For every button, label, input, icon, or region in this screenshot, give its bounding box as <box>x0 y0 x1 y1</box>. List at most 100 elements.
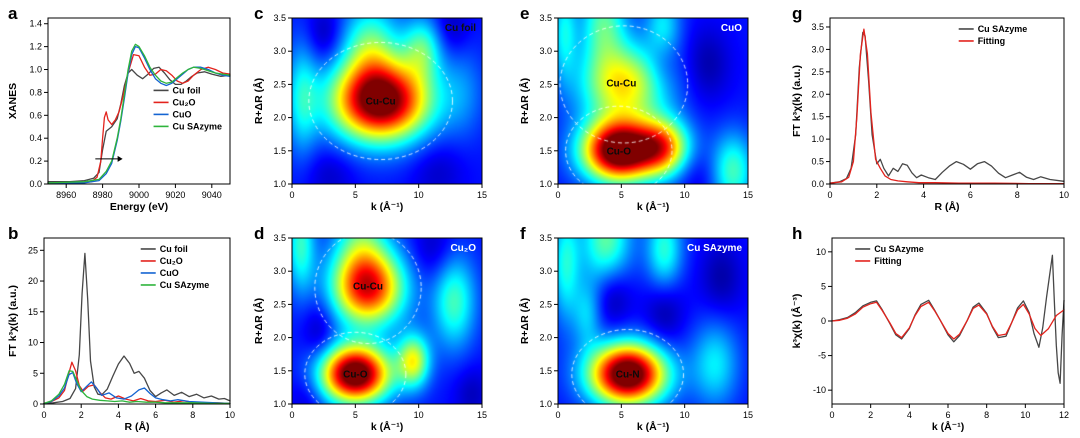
svg-text:0: 0 <box>555 190 560 200</box>
panel-c-letter: c <box>254 4 264 23</box>
svg-text:4: 4 <box>116 410 121 420</box>
svg-text:0: 0 <box>41 410 46 420</box>
svg-text:8980: 8980 <box>93 190 113 200</box>
shell-label: Cu-O <box>343 370 368 381</box>
svg-text:10: 10 <box>1059 190 1069 200</box>
series-line <box>43 252 231 405</box>
svg-text:15: 15 <box>743 410 753 420</box>
plot-svg: 0 2 4 6 8 10 0.0 0.5 1.0 1.5 2.0 2.5 3.0 3.5 R (Å) FT k… <box>791 17 1069 213</box>
svg-text:5: 5 <box>33 368 38 378</box>
y-axis: -10 -5 0 5 10 <box>813 247 832 395</box>
svg-text:9040: 9040 <box>202 190 222 200</box>
svg-text:0.8: 0.8 <box>29 87 42 97</box>
svg-text:0.0: 0.0 <box>29 179 42 189</box>
svg-text:0: 0 <box>289 410 294 420</box>
svg-text:Cu SAzyme: Cu SAzyme <box>978 24 1028 34</box>
svg-text:3.5: 3.5 <box>273 13 286 23</box>
panel-b: b 0 2 4 6 8 10 0 5 10 15 20 25 R (Å) FT k³χ(k) (a.u.)… <box>6 224 238 434</box>
svg-text:1.2: 1.2 <box>29 42 42 52</box>
svg-text:Fitting: Fitting <box>978 36 1006 46</box>
panel-g-plot: 0 2 4 6 8 10 0.0 0.5 1.0 1.5 2.0 2.5 3.0 3.5 R (Å) FT k… <box>790 4 1074 214</box>
panel-d-plot: 0 5 10 15 1.0 1.5 2.0 2.5 3.0 3.5 k (Å⁻¹) R+ΔR (Å) C… <box>252 224 492 434</box>
panel-g: g 0 2 4 6 8 10 0.0 0.5 1.0 1.5 2.0 2.5 3.0 3.5 R (Å) FT… <box>790 4 1074 214</box>
panel-corner-title: Cu₂O <box>450 243 476 254</box>
series-line <box>43 370 231 405</box>
svg-text:3.0: 3.0 <box>811 44 824 54</box>
svg-text:0: 0 <box>555 410 560 420</box>
svg-text:8: 8 <box>984 410 989 420</box>
svg-text:15: 15 <box>743 190 753 200</box>
y-axis: 0 5 10 15 20 25 <box>28 245 44 409</box>
panel-corner-title: Cu foil <box>445 23 476 34</box>
svg-text:Cu₂O: Cu₂O <box>160 256 183 266</box>
panel-e: e 0 5 10 15 1.0 1.5 2.0 2.5 3.0 3.5 k (Å⁻¹) R+ΔR (Å… <box>518 4 758 214</box>
svg-text:Cu₂O: Cu₂O <box>173 97 196 107</box>
svg-text:9000: 9000 <box>129 190 149 200</box>
plot-svg: 8960 8980 9000 9020 9040 0.0 0.2 0.4 0.6 0.8 1.0 1.… <box>7 17 231 213</box>
svg-text:1.0: 1.0 <box>273 179 286 189</box>
panel-a-letter: a <box>8 4 18 23</box>
wavelet-heatmap-canvas <box>558 238 748 404</box>
y-axis: 0.0 0.5 1.0 1.5 2.0 2.5 3.0 3.5 <box>811 22 830 189</box>
svg-text:XANES: XANES <box>7 83 19 119</box>
svg-text:15: 15 <box>477 190 487 200</box>
panel-e-plot: 0 5 10 15 1.0 1.5 2.0 2.5 3.0 3.5 k (Å⁻¹) R+ΔR (Å) C… <box>518 4 758 214</box>
series-line <box>47 43 231 184</box>
svg-text:6: 6 <box>945 410 950 420</box>
svg-text:10: 10 <box>1020 410 1030 420</box>
panel-c: c 0 5 10 15 1.0 1.5 2.0 2.5 3.0 3.5 k (Å⁻¹) R+ΔR (Å… <box>252 4 492 214</box>
plot-svg: 0 2 4 6 8 10 12 -10 -5 0 5 10 k (Å⁻¹) k³χ(k) (Å⁻³) Cu … <box>790 237 1069 433</box>
svg-text:3.5: 3.5 <box>539 13 552 23</box>
svg-text:10: 10 <box>680 410 690 420</box>
svg-text:3.0: 3.0 <box>539 266 552 276</box>
series-line <box>829 31 1065 184</box>
svg-text:10: 10 <box>225 410 235 420</box>
svg-text:2: 2 <box>79 410 84 420</box>
svg-text:2: 2 <box>868 410 873 420</box>
svg-text:4: 4 <box>907 410 912 420</box>
svg-text:FT k³χ(k) (a.u.): FT k³χ(k) (a.u.) <box>7 285 19 357</box>
x-axis: 8960 8980 9000 9020 9040 <box>56 184 222 200</box>
panel-e-letter: e <box>520 4 530 23</box>
svg-text:Cu foil: Cu foil <box>173 85 201 95</box>
svg-text:0.6: 0.6 <box>29 110 42 120</box>
svg-text:1.5: 1.5 <box>273 146 286 156</box>
svg-text:Fitting: Fitting <box>874 256 902 266</box>
svg-text:Cu foil: Cu foil <box>160 244 188 254</box>
x-axis: 0 2 4 6 8 10 <box>41 404 235 420</box>
y-axis: 0.0 0.2 0.4 0.6 0.8 1.0 1.2 1.4 <box>29 19 48 189</box>
svg-text:1.0: 1.0 <box>539 179 552 189</box>
svg-text:2.5: 2.5 <box>273 79 286 89</box>
svg-text:10: 10 <box>414 190 424 200</box>
svg-text:6: 6 <box>153 410 158 420</box>
svg-text:8960: 8960 <box>56 190 76 200</box>
svg-text:1.4: 1.4 <box>29 19 42 29</box>
svg-text:FT k³χ(k) (a.u.): FT k³χ(k) (a.u.) <box>791 65 803 137</box>
panel-h: h 0 2 4 6 8 10 12 -10 -5 0 5 10 k (Å⁻¹) k³χ(k) (Å⁻³) C… <box>790 224 1074 434</box>
x-axis: 0 2 4 6 8 10 <box>827 184 1069 200</box>
svg-text:1.0: 1.0 <box>29 65 42 75</box>
plot-svg: 0 2 4 6 8 10 0 5 10 15 20 25 R (Å) FT k³χ(k) (a.u.) Cu… <box>7 237 235 433</box>
panel-h-letter: h <box>792 224 803 243</box>
svg-text:8: 8 <box>190 410 195 420</box>
panel-f-letter: f <box>520 224 526 243</box>
panel-a: a 8960 8980 9000 9020 9040 0.0 0.2 0.4 0.6 0.8 1.0… <box>6 4 238 214</box>
svg-text:0: 0 <box>821 316 826 326</box>
svg-text:-10: -10 <box>813 385 826 395</box>
svg-text:R (Å): R (Å) <box>934 200 959 213</box>
shell-label: Cu-Cu <box>366 97 396 108</box>
x-axis: 0 2 4 6 8 10 12 <box>829 404 1069 420</box>
svg-text:Cu SAzyme: Cu SAzyme <box>160 280 210 290</box>
svg-text:10: 10 <box>414 410 424 420</box>
svg-text:R+ΔR (Å): R+ΔR (Å) <box>252 78 265 124</box>
svg-text:0.0: 0.0 <box>811 179 824 189</box>
y-axis: 1.0 1.5 2.0 2.5 3.0 3.5 <box>273 13 292 189</box>
svg-text:0: 0 <box>829 410 834 420</box>
svg-text:5: 5 <box>619 190 624 200</box>
svg-text:0: 0 <box>289 190 294 200</box>
svg-text:2.0: 2.0 <box>811 89 824 99</box>
svg-text:1.5: 1.5 <box>539 366 552 376</box>
panel-f: f 0 5 10 15 1.0 1.5 2.0 2.5 3.0 3.5 k (Å⁻¹) R+ΔR (Å… <box>518 224 758 434</box>
svg-text:5: 5 <box>821 281 826 291</box>
